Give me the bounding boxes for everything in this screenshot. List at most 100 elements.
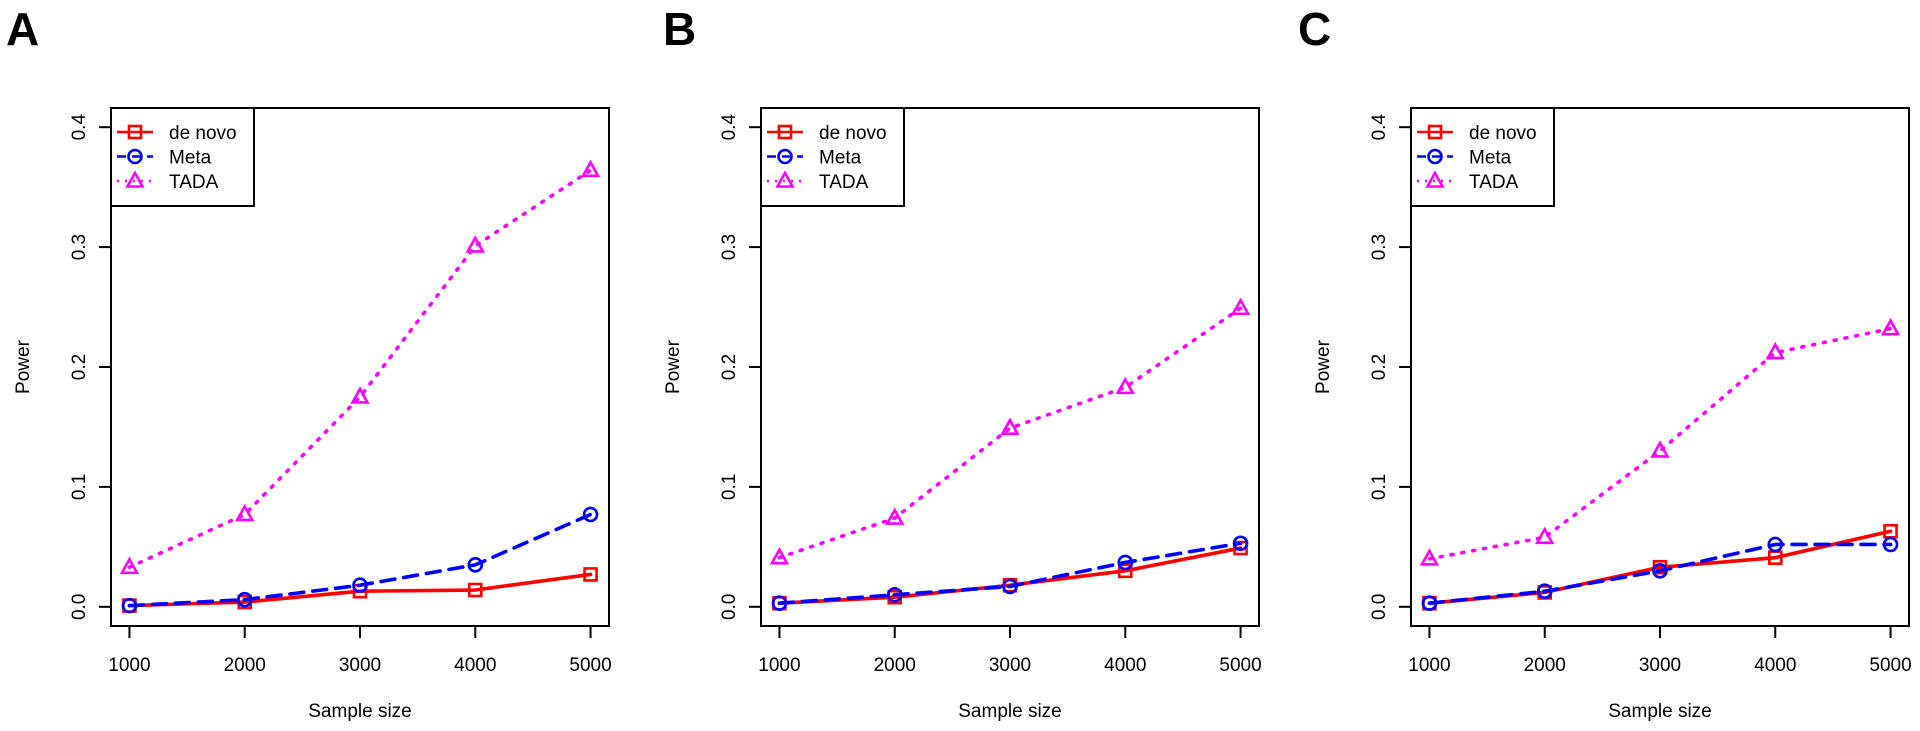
data-point-tada	[1650, 440, 1670, 458]
data-point-meta	[1536, 583, 1553, 600]
data-point-meta	[771, 595, 788, 612]
legend: de novo Meta TADA	[1410, 107, 1555, 207]
series-meta	[1421, 536, 1899, 612]
data-point-meta	[352, 577, 368, 594]
data-point-tada	[1230, 297, 1251, 316]
x-tick-label: 1000	[758, 655, 800, 676]
series-line-meta	[127, 512, 593, 608]
data-point-meta	[236, 591, 253, 608]
data-point-meta	[886, 587, 903, 603]
data-point-tada	[885, 507, 905, 525]
x-tick-label: 2000	[1524, 655, 1566, 676]
data-point-meta	[1882, 536, 1899, 553]
x-axis-label: Sample size	[308, 701, 412, 722]
legend-label-de-novo: de novo	[1469, 123, 1537, 144]
x-tick-label: 1000	[1408, 655, 1450, 676]
data-point-tada	[769, 546, 790, 565]
data-point-meta	[467, 557, 484, 573]
data-point-tada	[465, 235, 485, 253]
legend-label-de-novo: de novo	[819, 123, 887, 144]
data-point-meta	[1117, 554, 1134, 571]
series-meta	[771, 535, 1249, 612]
data-point-tada	[1535, 526, 1555, 545]
data-point-tada	[1765, 341, 1785, 360]
data-point-meta	[121, 597, 138, 614]
x-axis-label: Sample size	[1608, 701, 1712, 722]
y-tick-label: 0.4	[1369, 114, 1390, 141]
legend-marker-meta	[1427, 148, 1443, 165]
legend-marker-de-novo	[1427, 124, 1443, 140]
x-tick-label: 5000	[1869, 655, 1911, 676]
data-point-tada	[1880, 317, 1901, 336]
legend: de novo Meta TADA	[110, 107, 255, 207]
data-point-tada	[1115, 376, 1135, 395]
data-point-tada	[1000, 417, 1020, 435]
data-point-tada	[119, 556, 140, 575]
x-tick-label: 2000	[874, 655, 916, 676]
data-point-meta	[1002, 578, 1018, 595]
y-axis-label: Power	[13, 339, 34, 394]
data-point-meta	[582, 506, 599, 523]
panel-letter: C	[1298, 3, 1331, 55]
legend-marker-tada	[125, 170, 145, 188]
y-tick-label: 0.0	[719, 594, 740, 620]
y-axis-label: Power	[1313, 339, 1334, 394]
y-axis-label: Power	[663, 339, 684, 394]
series-tada	[769, 297, 1251, 565]
y-tick-label: 0.3	[69, 234, 90, 260]
y-tick-label: 0.2	[719, 354, 740, 380]
x-tick-label: 3000	[339, 655, 381, 676]
data-point-meta	[1421, 595, 1438, 612]
y-tick-label: 0.0	[1369, 594, 1390, 620]
legend-label-meta: Meta	[169, 148, 212, 169]
data-point-de-novo	[467, 582, 483, 598]
series-de-novo	[772, 540, 1248, 611]
y-tick-label: 0.2	[1369, 354, 1390, 380]
legend-marker-tada	[775, 170, 795, 188]
x-tick-label: 4000	[1754, 655, 1796, 676]
legend-marker-tada	[1425, 170, 1445, 188]
y-tick-label: 0.4	[719, 114, 740, 141]
x-tick-label: 5000	[569, 655, 611, 676]
x-tick-label: 1000	[108, 655, 150, 676]
y-tick-label: 0.4	[69, 114, 90, 141]
legend-marker-meta	[127, 148, 143, 165]
x-tick-label: 4000	[454, 655, 496, 676]
series-tada	[1419, 317, 1901, 566]
data-point-meta	[1652, 563, 1668, 579]
series-line-de-novo	[1427, 529, 1893, 606]
legend: de novo Meta TADA	[760, 107, 905, 207]
legend-label-meta: Meta	[819, 148, 862, 169]
legend-label-meta: Meta	[1469, 148, 1512, 169]
series-line-tada	[1427, 326, 1893, 561]
series-de-novo	[122, 567, 598, 613]
legend-label-tada: TADA	[1469, 172, 1519, 193]
data-point-tada	[580, 159, 601, 178]
y-tick-label: 0.1	[719, 474, 740, 500]
x-tick-label: 2000	[224, 655, 266, 676]
data-point-tada	[350, 386, 370, 404]
series-meta	[121, 506, 599, 614]
data-point-meta	[1767, 536, 1784, 553]
legend-marker-meta	[777, 148, 793, 165]
legend-marker-de-novo	[127, 124, 143, 140]
legend-box	[1410, 107, 1555, 207]
panel-letter: B	[663, 3, 696, 55]
legend-marker-de-novo	[777, 124, 793, 140]
y-tick-label: 0.0	[69, 594, 90, 620]
legend-label-tada: TADA	[819, 172, 869, 193]
chart-panel-a: A 1000 2000 3000 4000 5000 Sample size 0.0 0.1 0.…	[6, 3, 612, 722]
series-de-novo	[1422, 523, 1898, 611]
data-point-tada	[235, 503, 255, 522]
y-tick-label: 0.1	[1369, 474, 1390, 500]
data-point-meta	[1232, 535, 1249, 552]
legend-label-tada: TADA	[169, 172, 219, 193]
series-tada	[119, 159, 601, 575]
series-line-meta	[1427, 542, 1893, 606]
chart-panel-c: C 1000 2000 3000 4000 5000 Sample size 0.0 0.1 0.…	[1298, 3, 1912, 722]
data-point-tada	[1419, 548, 1440, 566]
chart-panel-b: B 1000 2000 3000 4000 5000 Sample size 0.0 0.1 0.…	[663, 3, 1262, 722]
y-tick-label: 0.1	[69, 474, 90, 500]
x-tick-label: 3000	[989, 655, 1031, 676]
x-tick-label: 5000	[1219, 655, 1261, 676]
